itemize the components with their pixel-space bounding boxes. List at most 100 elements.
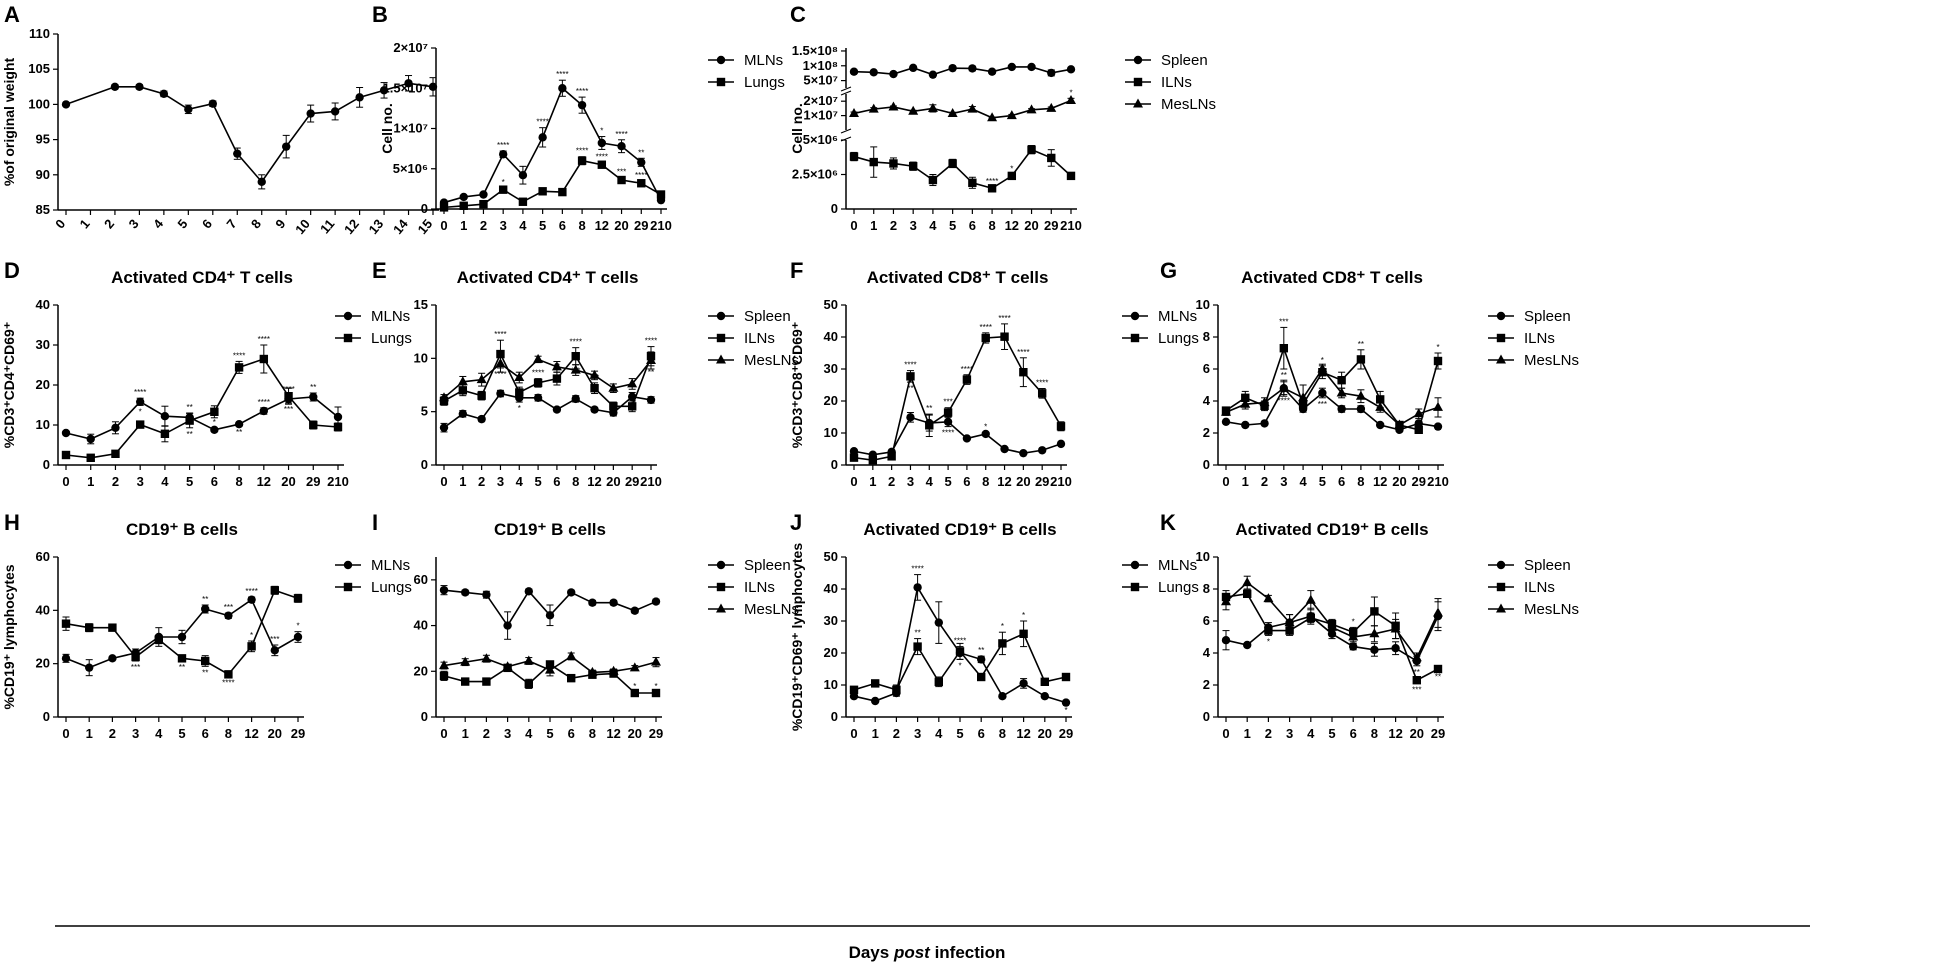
data-point <box>1355 390 1366 400</box>
data-point <box>208 99 217 108</box>
data-point <box>460 656 471 666</box>
legend-marker <box>343 333 353 343</box>
data-point <box>234 420 244 429</box>
x-tick-label: 20 <box>1038 726 1052 741</box>
x-tick-label: 5 <box>949 218 956 233</box>
legend-label: Spleen <box>1524 557 1571 574</box>
data-point <box>630 688 639 698</box>
data-point <box>651 688 661 698</box>
data-point <box>987 67 997 76</box>
data-point <box>159 89 169 99</box>
y-tick-label: 100 <box>28 96 50 111</box>
data-point <box>906 372 915 381</box>
data-point <box>962 375 972 384</box>
significance-mark: **** <box>536 118 548 127</box>
data-point <box>590 384 599 393</box>
data-point <box>524 587 533 596</box>
data-point <box>160 412 170 421</box>
data-point <box>871 696 880 706</box>
data-point <box>934 618 943 627</box>
x-tick-label: 3 <box>504 726 511 741</box>
data-point <box>502 661 513 671</box>
y-tick-label: 1×10⁸ <box>803 58 838 73</box>
data-point <box>257 177 266 187</box>
data-point <box>476 374 487 384</box>
significance-mark: * <box>633 682 636 691</box>
data-point <box>524 679 533 689</box>
data-point <box>259 354 269 364</box>
data-point <box>533 353 544 363</box>
panel-letter: H <box>4 510 20 535</box>
x-tick-label: 12 <box>257 474 271 489</box>
x-tick-label: 6 <box>963 474 970 489</box>
y-tick-label: 0 <box>421 201 428 216</box>
data-point <box>981 333 990 343</box>
legend-marker <box>1496 354 1506 364</box>
data-point <box>482 590 491 599</box>
significance-mark: * <box>1321 356 1324 365</box>
x-tick-label: 8 <box>572 474 579 489</box>
axis-break-mark <box>840 90 852 96</box>
data-point <box>590 405 599 414</box>
x-tick-label: 12 <box>606 726 620 741</box>
x-tick-label: 5 <box>956 726 963 741</box>
significance-mark: *** <box>131 663 140 672</box>
significance-mark: ** <box>1281 371 1287 380</box>
legend-marker <box>1496 311 1506 321</box>
data-point <box>282 142 291 151</box>
legend-marker <box>716 603 726 613</box>
data-point <box>1240 398 1251 408</box>
panel-title: Activated CD19⁺ B cells <box>863 520 1056 539</box>
x-tick-label: 0 <box>440 218 447 233</box>
significance-mark: **** <box>233 351 245 360</box>
x-tick-label: 1 <box>869 474 876 489</box>
data-point <box>458 409 468 418</box>
data-point <box>184 105 193 114</box>
significance-mark: ** <box>1414 668 1420 677</box>
panel-letter: E <box>372 258 387 283</box>
data-point <box>577 156 587 165</box>
data-point <box>86 434 95 444</box>
y-tick-label: 4 <box>1203 645 1211 660</box>
x-tick-label: 1 <box>1244 726 1251 741</box>
data-point <box>1056 439 1066 449</box>
x-tick-label: 29 <box>649 726 663 741</box>
data-point <box>86 453 95 462</box>
y-axis-label: %of original weight <box>1 58 17 187</box>
legend-label: Spleen <box>1524 308 1571 325</box>
data-point <box>259 406 269 416</box>
data-point <box>439 660 449 670</box>
data-point <box>849 67 859 76</box>
significance-mark: **** <box>986 177 998 186</box>
x-tick-label: 8 <box>1371 726 1378 741</box>
data-point <box>61 450 71 460</box>
y-tick-label: 8 <box>1203 329 1210 344</box>
data-point <box>928 70 938 79</box>
x-tick-label: 5 <box>186 474 193 489</box>
y-tick-label: 2×10⁷ <box>393 40 428 55</box>
x-tick-label: 29 <box>634 218 648 233</box>
y-tick-label: 5×10⁶ <box>393 161 428 176</box>
data-point <box>1411 652 1422 662</box>
data-point <box>496 389 505 398</box>
data-point <box>1037 389 1047 398</box>
x-tick-label: 29 <box>1411 474 1425 489</box>
significance-mark: ** <box>907 384 913 393</box>
significance-mark: ** <box>914 629 920 638</box>
significance-mark: **** <box>494 330 506 339</box>
x-tick-label: 10 <box>292 216 313 237</box>
x-tick-label: 4 <box>150 216 167 232</box>
data-point <box>947 107 958 117</box>
data-point <box>131 652 140 662</box>
significance-mark: **** <box>615 130 627 139</box>
x-tick-label: 1 <box>459 474 466 489</box>
x-tick-label: 29 <box>291 726 305 741</box>
data-point <box>571 352 580 361</box>
panel-H: H CD19⁺ B cells%CD19⁺ lymphocytes0204060*… <box>1 510 412 741</box>
x-tick-label: 7 <box>223 216 239 231</box>
data-point <box>1066 171 1076 181</box>
x-tick-label: 2 <box>478 474 485 489</box>
data-point <box>538 133 547 142</box>
